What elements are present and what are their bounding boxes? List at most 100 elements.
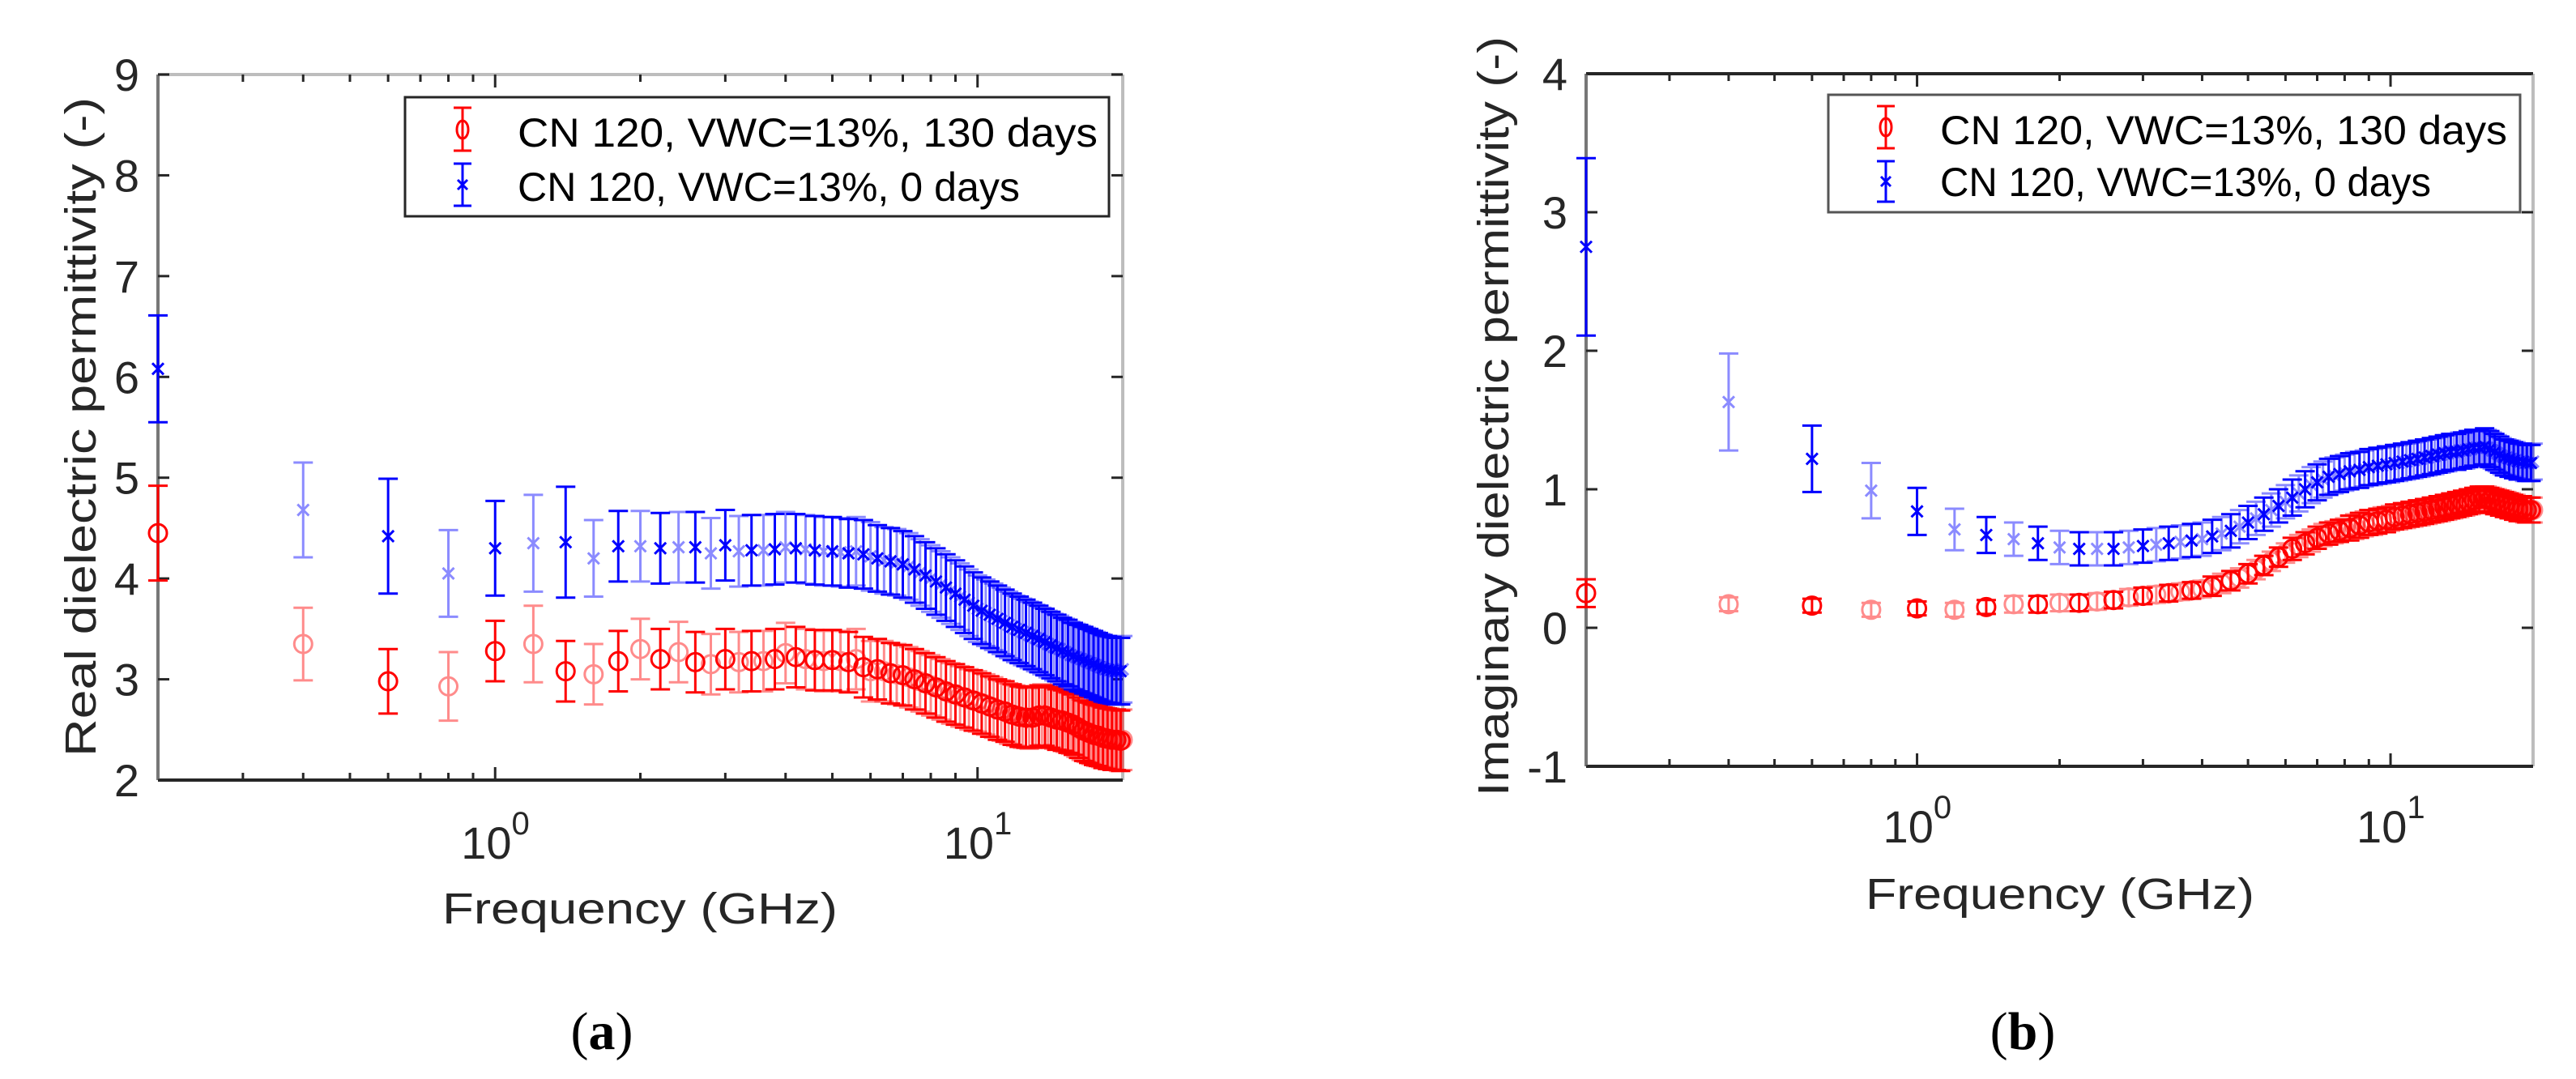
data-point bbox=[786, 513, 806, 584]
caption-b: (b) bbox=[1990, 1002, 2056, 1061]
data-point bbox=[2453, 431, 2473, 470]
data-point bbox=[804, 514, 825, 586]
data-point bbox=[2049, 529, 2070, 565]
data-point bbox=[1113, 634, 1132, 704]
circle-marker bbox=[904, 669, 925, 690]
x-marker bbox=[789, 541, 803, 555]
x-axis-label: Frequency (GHz) bbox=[1866, 870, 2254, 919]
x-marker bbox=[1721, 395, 1736, 409]
x-marker bbox=[1013, 623, 1026, 637]
circle-marker bbox=[2520, 500, 2541, 521]
x-marker bbox=[2072, 542, 2086, 556]
data-point bbox=[2133, 528, 2153, 565]
caption-a: (a) bbox=[571, 1002, 633, 1061]
data-point bbox=[893, 530, 913, 599]
data-point bbox=[2028, 594, 2049, 615]
x-marker bbox=[991, 612, 1004, 625]
y-tick-label: 3 bbox=[114, 655, 139, 706]
x-marker bbox=[2298, 482, 2312, 497]
data-point bbox=[868, 523, 888, 593]
data-point bbox=[148, 313, 168, 424]
data-point bbox=[2520, 496, 2541, 524]
data-point bbox=[2335, 453, 2355, 493]
data-point bbox=[2268, 546, 2289, 569]
x-marker bbox=[842, 546, 855, 561]
data-point bbox=[2431, 435, 2451, 474]
y-tick-label: 3 bbox=[1542, 187, 1567, 238]
data-point bbox=[2329, 454, 2349, 493]
data-point bbox=[2254, 496, 2274, 532]
data-point bbox=[892, 643, 913, 707]
x-marker bbox=[559, 535, 573, 549]
data-point bbox=[701, 516, 721, 591]
y-tick-label: -1 bbox=[1527, 741, 1567, 792]
data-point bbox=[2385, 443, 2405, 483]
legend-label-0-days: CN 120, VWC=13%, 0 days bbox=[518, 164, 1020, 210]
data-point bbox=[775, 621, 796, 685]
data-point bbox=[915, 651, 936, 715]
x-marker bbox=[975, 603, 988, 618]
data-point bbox=[2181, 580, 2202, 601]
legend: CN 120, VWC=13%, 130 days CN 120, VWC=13… bbox=[1827, 93, 2522, 214]
x-marker bbox=[2322, 470, 2335, 484]
data-point bbox=[741, 629, 762, 693]
data-point bbox=[650, 627, 671, 691]
data-point bbox=[2246, 500, 2267, 536]
circle-marker bbox=[2399, 504, 2420, 525]
circle-marker bbox=[668, 642, 689, 663]
x-marker bbox=[949, 586, 962, 600]
data-point bbox=[2363, 447, 2383, 487]
data-point bbox=[1944, 599, 1965, 621]
x-marker bbox=[704, 546, 718, 561]
data-point bbox=[983, 582, 1004, 651]
x-marker bbox=[296, 503, 310, 517]
circle-marker bbox=[2329, 520, 2350, 541]
x-marker bbox=[2241, 515, 2255, 530]
data-point bbox=[583, 518, 603, 599]
circle-marker bbox=[1112, 729, 1133, 750]
data-point bbox=[583, 642, 604, 706]
x-marker bbox=[983, 608, 996, 621]
data-point bbox=[2282, 478, 2302, 517]
circle-marker bbox=[2170, 582, 2191, 603]
x-marker bbox=[151, 362, 165, 376]
data-point bbox=[2069, 531, 2089, 567]
circle-marker bbox=[2469, 488, 2490, 510]
circle-marker bbox=[2318, 523, 2339, 544]
x-marker bbox=[1910, 505, 1924, 518]
circle-marker bbox=[438, 676, 459, 697]
data-point bbox=[846, 515, 866, 587]
x-marker bbox=[2162, 536, 2176, 550]
data-point bbox=[931, 550, 951, 620]
y-axis-label: Real dielectric permittivity (-) bbox=[57, 97, 105, 757]
x-marker bbox=[2185, 534, 2199, 548]
data-point bbox=[1861, 462, 1881, 520]
x-marker bbox=[1979, 528, 1994, 542]
x-marker bbox=[2233, 520, 2246, 534]
circle-marker bbox=[2158, 582, 2179, 603]
circle-marker bbox=[2407, 502, 2428, 523]
circle-marker bbox=[2237, 563, 2258, 584]
x-marker bbox=[2352, 463, 2366, 477]
data-point bbox=[1802, 424, 1822, 493]
data-point bbox=[1576, 578, 1597, 608]
x-marker bbox=[849, 544, 863, 558]
data-point bbox=[438, 528, 458, 618]
data-point bbox=[485, 499, 505, 597]
x-marker bbox=[672, 540, 685, 554]
circle-marker bbox=[2202, 576, 2223, 597]
data-point bbox=[1576, 156, 1596, 337]
data-point bbox=[2202, 575, 2223, 598]
data-point bbox=[979, 580, 1000, 650]
circle-marker bbox=[1976, 596, 1997, 617]
series-x-markers bbox=[1576, 156, 2543, 567]
data-point bbox=[555, 639, 576, 703]
data-point bbox=[867, 638, 888, 701]
x-marker bbox=[2257, 507, 2271, 521]
x-tick-exponent: 0 bbox=[1934, 790, 1951, 825]
data-point bbox=[821, 629, 842, 692]
data-point bbox=[523, 493, 544, 593]
data-point bbox=[2191, 578, 2212, 599]
data-point bbox=[2523, 496, 2544, 524]
data-point bbox=[2307, 525, 2328, 551]
